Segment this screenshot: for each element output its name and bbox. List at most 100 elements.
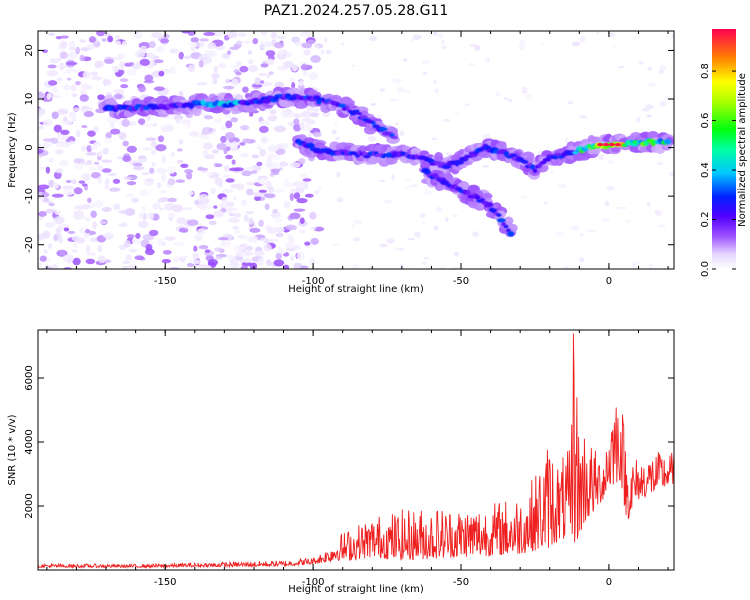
noise-speckle — [369, 35, 377, 42]
ridge-blob — [339, 103, 347, 108]
noise-speckle — [518, 44, 527, 51]
noise-speckle — [48, 32, 56, 37]
noise-speckle — [162, 33, 170, 39]
noise-speckle — [308, 72, 319, 80]
noise-speckle — [283, 143, 288, 150]
noise-speckle — [435, 206, 444, 212]
noise-speckle — [287, 234, 294, 242]
noise-speckle — [194, 234, 203, 242]
noise-speckle — [50, 264, 59, 269]
colorbar: 0.0 0.2 0.4 0.6 0.8 Normalized spectral ampl… — [700, 29, 748, 277]
noise-speckle — [300, 31, 312, 38]
noise-speckle — [198, 134, 210, 140]
noise-speckle — [400, 263, 404, 268]
colorbar-tick-label: 0.8 — [700, 63, 711, 79]
noise-speckle — [187, 219, 199, 226]
noise-speckle — [137, 154, 148, 163]
noise-speckle — [47, 64, 57, 69]
noise-speckle — [465, 103, 470, 106]
x-tick-label: 0 — [606, 577, 612, 588]
noise-speckle — [619, 206, 627, 210]
noise-speckle — [129, 62, 134, 66]
noise-speckle — [97, 94, 105, 101]
y-tick-label: -20 — [24, 237, 35, 253]
noise-speckle — [102, 79, 112, 86]
noise-speckle — [71, 93, 78, 97]
noise-speckle — [289, 162, 301, 169]
y-tick-label: 20 — [24, 44, 35, 57]
noise-speckle — [169, 66, 177, 75]
noise-speckle — [74, 205, 86, 211]
noise-speckle — [631, 260, 640, 265]
spectrogram-ridges — [98, 86, 674, 238]
noise-speckle — [226, 254, 235, 260]
noise-speckle — [123, 240, 131, 248]
noise-speckle — [225, 146, 231, 152]
noise-speckle — [108, 172, 117, 176]
colorbar-tick-label: 0.0 — [700, 261, 711, 277]
y-tick-label: 2000 — [24, 493, 35, 518]
noise-speckle — [249, 112, 254, 117]
noise-speckle — [309, 211, 317, 220]
noise-speckle — [207, 259, 219, 266]
noise-speckle — [57, 133, 68, 141]
noise-speckle — [384, 199, 393, 204]
noise-speckle — [250, 170, 258, 174]
noise-speckle — [301, 42, 313, 49]
noise-speckle — [412, 34, 422, 40]
noise-speckle — [65, 61, 78, 66]
noise-speckle — [60, 40, 68, 49]
noise-speckle — [213, 205, 218, 209]
noise-speckle — [394, 122, 399, 126]
noise-speckle — [223, 165, 230, 172]
noise-speckle — [285, 224, 297, 231]
noise-speckle — [645, 104, 654, 110]
noise-speckle — [94, 161, 100, 165]
noise-speckle — [167, 197, 177, 203]
noise-speckle — [181, 207, 193, 211]
noise-speckle — [323, 36, 328, 43]
ridge-blob — [356, 112, 362, 116]
snr-frame — [37, 329, 675, 571]
noise-speckle — [193, 245, 198, 252]
noise-speckle — [423, 190, 433, 195]
noise-speckle — [167, 165, 176, 174]
noise-speckle — [178, 51, 185, 60]
noise-speckle — [43, 248, 48, 255]
noise-speckle — [301, 63, 308, 71]
noise-speckle — [266, 259, 272, 266]
noise-speckle — [267, 145, 279, 153]
x-tick-label: -50 — [453, 276, 469, 287]
noise-speckle — [48, 157, 55, 163]
noise-speckle — [230, 207, 238, 212]
noise-speckle — [102, 147, 109, 155]
noise-speckle — [656, 162, 663, 165]
noise-speckle — [277, 35, 286, 40]
ridge-blob — [465, 190, 471, 195]
noise-speckle — [52, 182, 59, 189]
noise-speckle — [335, 136, 341, 141]
y-tick-label: 0 — [24, 144, 35, 150]
ridge-blob — [522, 160, 529, 164]
noise-speckle — [104, 178, 110, 186]
noise-speckle — [235, 251, 246, 258]
noise-speckle — [293, 208, 306, 212]
noise-speckle — [289, 188, 297, 194]
noise-speckle — [55, 168, 64, 174]
noise-speckle — [241, 243, 248, 250]
noise-speckle — [638, 60, 644, 65]
noise-speckle — [434, 88, 439, 94]
noise-speckle — [131, 197, 140, 203]
noise-speckle — [68, 40, 76, 49]
noise-speckle — [472, 231, 479, 237]
noise-speckle — [44, 221, 56, 229]
noise-speckle — [275, 148, 286, 155]
noise-speckle — [74, 161, 84, 170]
noise-speckle — [659, 65, 667, 71]
noise-speckle — [38, 233, 43, 242]
noise-speckle — [47, 80, 58, 86]
noise-speckle — [299, 217, 305, 225]
noise-speckle — [259, 120, 271, 126]
noise-speckle — [226, 201, 235, 208]
